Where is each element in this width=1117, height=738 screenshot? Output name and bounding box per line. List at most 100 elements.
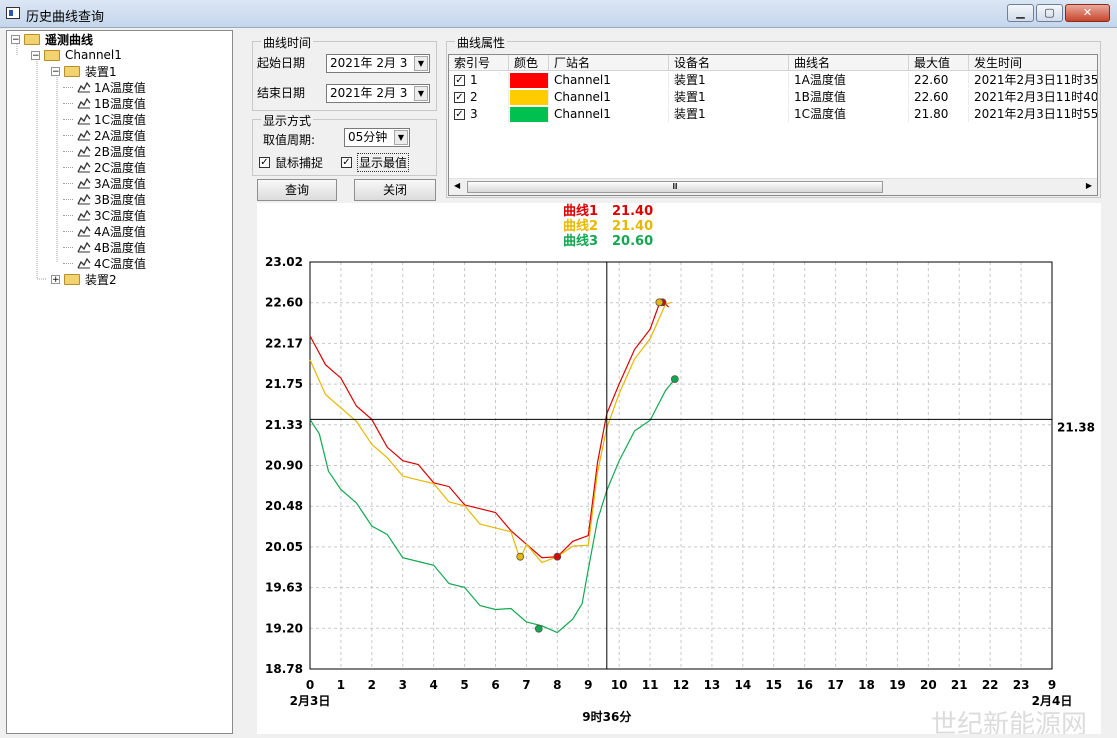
curve-cell: 1B温度值 <box>789 89 909 105</box>
check-icon[interactable]: ✓ <box>259 156 270 168</box>
x-tick-label: 7 <box>522 678 530 692</box>
tree-item[interactable]: 3B温度值 <box>63 191 146 207</box>
index-cell: ✓ 1 <box>449 72 509 88</box>
maximize-button[interactable]: ▢ <box>1036 4 1063 22</box>
y-tick-label: 20.48 <box>265 499 303 513</box>
extreme-marker <box>655 298 664 307</box>
scroll-thumb[interactable]: Ⅲ <box>467 181 883 193</box>
tree-item-label: 1A温度值 <box>94 80 146 95</box>
check-icon[interactable]: ✓ <box>454 91 465 103</box>
x-tick-label: 8 <box>553 678 561 692</box>
column-header[interactable]: 索引号 <box>449 55 509 71</box>
check-icon[interactable]: ✓ <box>454 108 465 120</box>
tree-item[interactable]: 4A温度值 <box>63 223 146 239</box>
tree-device-2-label: 装置2 <box>85 272 117 287</box>
tree-item[interactable]: 4C温度值 <box>63 255 146 271</box>
start-date-picker[interactable]: 2021年 2月 3 ▼ <box>326 54 430 73</box>
end-date-label: 结束日期 <box>257 86 306 100</box>
index-cell: ✓ 2 <box>449 89 509 105</box>
tree-item-label: 3B温度值 <box>94 192 146 207</box>
tree-item[interactable]: 4B温度值 <box>63 239 146 255</box>
color-swatch <box>510 73 548 88</box>
period-select[interactable]: 05分钟 ▼ <box>344 128 410 147</box>
curve-tree[interactable]: − 遥测曲线 − Channel1 − 装置1 1A温度值 1B温度值 1C温度值 2… <box>6 30 233 734</box>
index-value: 2 <box>470 90 478 104</box>
x-tick-label: 5 <box>460 678 468 692</box>
scroll-right-icon[interactable]: ▶ <box>1085 181 1092 190</box>
check-icon[interactable]: ✓ <box>341 156 352 168</box>
tree-item-label: 3A温度值 <box>94 176 146 191</box>
minimize-button[interactable]: ▁ <box>1007 4 1034 22</box>
curve-icon <box>77 241 91 253</box>
start-date-label: 起始日期 <box>257 56 306 70</box>
tree-item[interactable]: 1B温度值 <box>63 95 146 111</box>
x-start-label: 2月3日 <box>290 694 331 708</box>
watermark: 世纪新能源网 <box>931 710 1087 734</box>
column-header[interactable]: 设备名 <box>669 55 789 71</box>
check-icon[interactable]: ✓ <box>454 74 465 86</box>
collapse-icon[interactable]: − <box>51 66 60 77</box>
x-tick-label: 11 <box>642 678 659 692</box>
history-chart[interactable]: 23.02 22.60 22.17 21.75 21.33 20.90 20.48 20.05… <box>257 203 1101 738</box>
show-extreme-checkbox[interactable]: ✓ 显示最值 <box>341 152 410 172</box>
mouse-capture-label: 鼠标捕捉 <box>275 155 324 170</box>
column-header[interactable]: 厂站名 <box>549 55 669 71</box>
tree-device-2[interactable]: + 装置2 <box>51 271 117 287</box>
x-tick-label: 10 <box>611 678 628 692</box>
time-cell: 2021年2月3日11时40 <box>969 89 1097 105</box>
tree-item-label: 3C温度值 <box>94 208 147 223</box>
tree-item[interactable]: 3C温度值 <box>63 207 146 223</box>
curve-cell: 1A温度值 <box>789 72 909 88</box>
curve-time-group: 曲线时间 起始日期 2021年 2月 3 ▼ 结束日期 2021年 2月 3 ▼ <box>252 34 437 111</box>
dropdown-arrow-icon[interactable]: ▼ <box>394 130 408 145</box>
dropdown-arrow-icon[interactable]: ▼ <box>414 86 428 101</box>
collapse-icon[interactable]: − <box>31 50 40 61</box>
max-cell: 21.80 <box>909 106 969 122</box>
horizontal-scrollbar[interactable]: ◀ Ⅲ ▶ <box>449 178 1097 195</box>
curve-icon <box>77 257 91 269</box>
tree-item[interactable]: 2B温度值 <box>63 143 146 159</box>
tree-channel-label: Channel1 <box>65 48 122 62</box>
app-icon <box>6 7 20 19</box>
curve-properties-group: 曲线属性 <box>446 34 1101 198</box>
plot-frame <box>309 261 1053 670</box>
device-cell: 装置1 <box>669 89 789 105</box>
folder-icon <box>64 273 80 285</box>
column-header[interactable]: 最大值 <box>909 55 969 71</box>
column-header[interactable]: 颜色 <box>509 55 549 71</box>
query-button[interactable]: 查询 <box>257 179 337 201</box>
tree-item[interactable]: 2A温度值 <box>63 127 146 143</box>
x-tick-label: 13 <box>704 678 721 692</box>
tree-channel[interactable]: − Channel1 <box>31 47 122 63</box>
close-button[interactable]: 关闭 <box>354 179 436 201</box>
end-date-picker[interactable]: 2021年 2月 3 ▼ <box>326 84 430 103</box>
max-cell: 22.60 <box>909 89 969 105</box>
curve-icon <box>77 193 91 205</box>
tree-device-1[interactable]: − 装置1 <box>51 63 117 79</box>
curve-properties-table[interactable]: 索引号 颜色 厂站名 设备名 曲线名 最大值 发生时间 ✓ 1 Channel1 装置1 1A温度值… <box>448 54 1098 196</box>
y-tick-label: 20.90 <box>265 459 303 473</box>
expand-icon[interactable]: + <box>51 274 60 285</box>
column-header[interactable]: 发生时间 <box>969 55 1097 71</box>
extreme-marker <box>670 375 679 384</box>
index-cell: ✓ 3 <box>449 106 509 122</box>
tree-item[interactable]: 2C温度值 <box>63 159 146 175</box>
station-cell: Channel1 <box>549 106 669 122</box>
tree-item[interactable]: 1A温度值 <box>63 79 146 95</box>
close-window-button[interactable]: ✕ <box>1065 4 1110 22</box>
legend-value: 21.40 <box>612 204 653 219</box>
curve-time-title: 曲线时间 <box>261 34 314 51</box>
chart-svg[interactable]: 23.02 22.60 22.17 21.75 21.33 20.90 20.48 20.05… <box>257 203 1101 738</box>
x-tick-label: 22 <box>982 678 999 692</box>
dropdown-arrow-icon[interactable]: ▼ <box>414 56 428 71</box>
tree-item[interactable]: 1C温度值 <box>63 111 146 127</box>
scroll-left-icon[interactable]: ◀ <box>454 181 461 190</box>
tree-item[interactable]: 3A温度值 <box>63 175 146 191</box>
title-bar: 历史曲线查询 ▁ ▢ ✕ <box>0 0 1117 28</box>
column-header[interactable]: 曲线名 <box>789 55 909 71</box>
collapse-icon[interactable]: − <box>11 34 20 45</box>
x-tick-label: 21 <box>951 678 968 692</box>
tree-root[interactable]: − 遥测曲线 <box>11 31 93 47</box>
series-line-1 <box>309 298 670 559</box>
mouse-capture-checkbox[interactable]: ✓ 鼠标捕捉 <box>259 154 323 170</box>
